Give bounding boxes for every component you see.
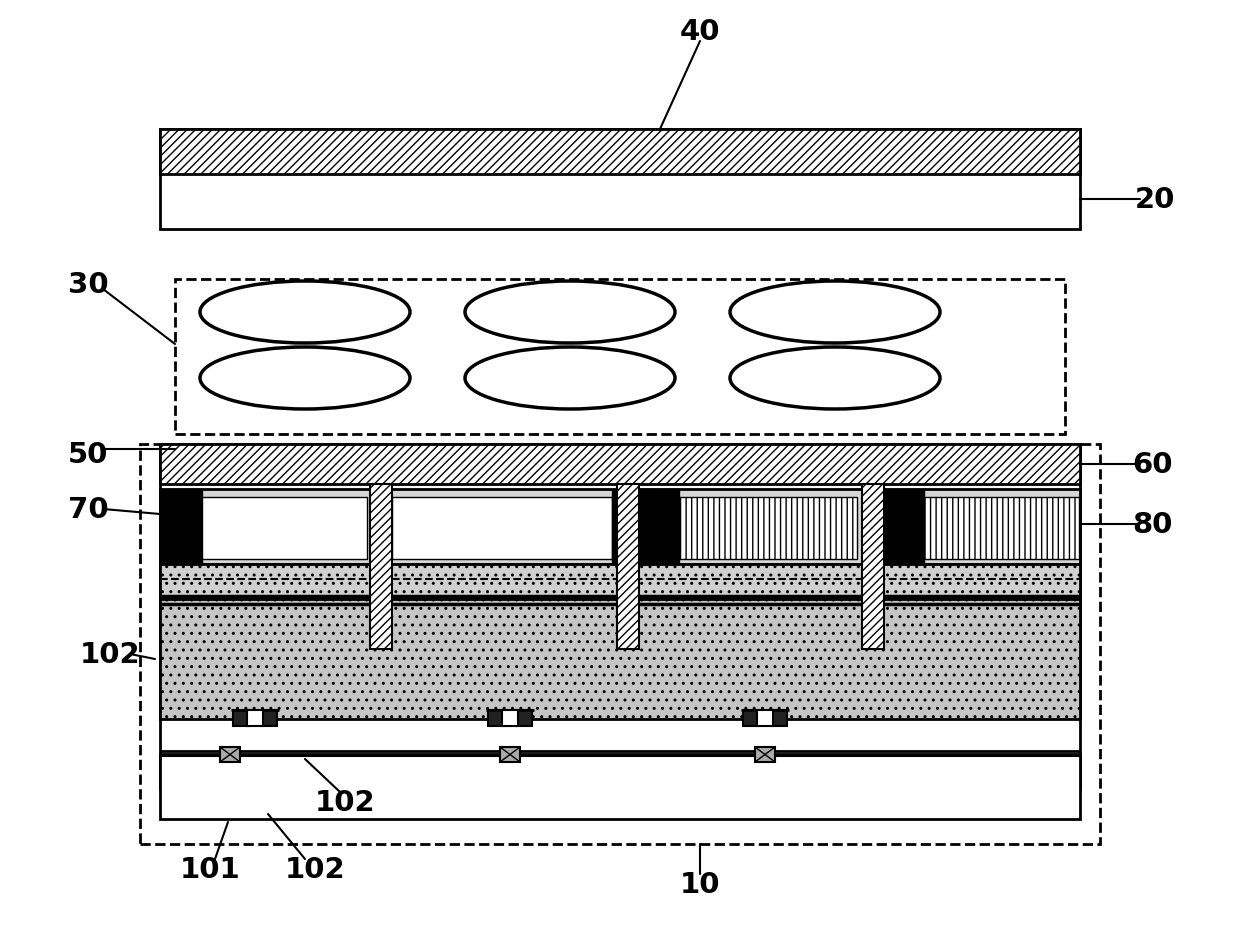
Ellipse shape	[730, 347, 940, 410]
Text: 60: 60	[1132, 450, 1172, 479]
Bar	[618, 484, 639, 649]
Bar	[370, 484, 392, 649]
Text: 30: 30	[68, 271, 108, 298]
Text: 40: 40	[680, 18, 720, 46]
Text: 50: 50	[68, 441, 108, 468]
Bar	[924, 497, 1079, 560]
Ellipse shape	[730, 281, 940, 344]
Bar	[219, 748, 241, 762]
Ellipse shape	[200, 281, 410, 344]
Bar	[160, 445, 1080, 789]
Bar	[175, 279, 1065, 434]
Bar	[160, 490, 1080, 565]
Bar	[500, 748, 520, 762]
Bar	[160, 754, 1080, 819]
Bar	[516, 710, 532, 726]
Bar	[202, 497, 367, 560]
Bar	[743, 710, 759, 726]
Bar	[755, 748, 775, 762]
Bar	[247, 710, 263, 726]
Bar	[233, 710, 249, 726]
Bar	[771, 710, 787, 726]
Bar	[613, 490, 657, 565]
Bar	[862, 484, 884, 649]
Text: 70: 70	[68, 496, 108, 523]
Bar	[140, 445, 1100, 844]
Text: 102: 102	[315, 788, 376, 817]
Text: 20: 20	[1135, 186, 1176, 213]
Text: 101: 101	[180, 855, 241, 883]
Text: 102: 102	[285, 855, 345, 883]
Ellipse shape	[465, 347, 675, 410]
Bar	[680, 497, 857, 560]
Ellipse shape	[200, 347, 410, 410]
Bar	[160, 565, 1080, 599]
Bar	[160, 599, 1080, 719]
Bar	[392, 497, 613, 560]
Bar	[639, 490, 680, 565]
Text: 80: 80	[1132, 511, 1172, 538]
Bar	[756, 710, 773, 726]
Text: 102: 102	[79, 640, 140, 668]
Text: 10: 10	[680, 870, 720, 898]
Bar	[160, 130, 1080, 175]
Bar	[160, 445, 1080, 484]
Bar	[489, 710, 503, 726]
Ellipse shape	[465, 281, 675, 344]
Bar	[502, 710, 518, 726]
Bar	[884, 490, 924, 565]
Bar	[160, 490, 202, 565]
Bar	[260, 710, 277, 726]
Bar	[160, 130, 1080, 229]
